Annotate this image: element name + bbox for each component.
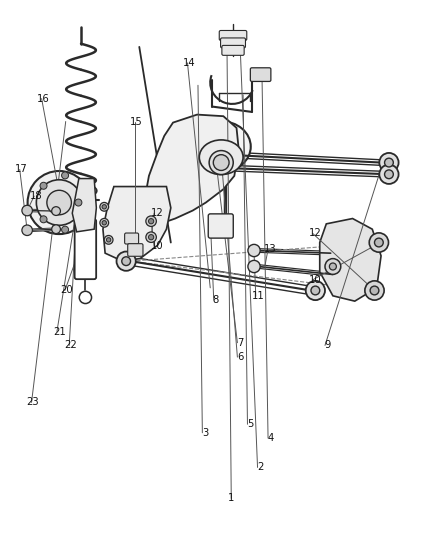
Circle shape	[385, 158, 393, 167]
Text: 8: 8	[212, 295, 219, 305]
FancyBboxPatch shape	[208, 214, 233, 238]
Circle shape	[379, 153, 399, 172]
Circle shape	[47, 190, 71, 215]
Text: 2: 2	[258, 463, 264, 472]
Circle shape	[311, 286, 320, 295]
Circle shape	[102, 205, 106, 209]
Ellipse shape	[199, 140, 243, 175]
Circle shape	[213, 155, 229, 171]
Ellipse shape	[78, 187, 92, 195]
Text: 20: 20	[60, 286, 73, 295]
Text: 12: 12	[309, 229, 322, 238]
Polygon shape	[103, 187, 171, 261]
Polygon shape	[145, 115, 239, 224]
Circle shape	[40, 182, 47, 189]
Circle shape	[36, 180, 82, 225]
Text: 22: 22	[64, 341, 78, 350]
Text: 1: 1	[228, 494, 234, 503]
Text: 3: 3	[202, 428, 208, 438]
Circle shape	[369, 233, 389, 252]
FancyBboxPatch shape	[128, 244, 143, 256]
Circle shape	[75, 199, 82, 206]
Circle shape	[385, 170, 393, 179]
Text: 19: 19	[124, 234, 137, 244]
Circle shape	[22, 205, 32, 216]
Text: 16: 16	[36, 94, 49, 103]
Text: 10: 10	[309, 275, 321, 285]
Circle shape	[365, 281, 384, 300]
Text: 18: 18	[30, 191, 42, 201]
Circle shape	[62, 226, 69, 233]
Circle shape	[374, 238, 383, 247]
Text: 7: 7	[237, 338, 243, 348]
Circle shape	[62, 172, 69, 179]
Ellipse shape	[74, 185, 97, 197]
Ellipse shape	[209, 150, 233, 175]
Text: 5: 5	[247, 419, 254, 429]
FancyBboxPatch shape	[219, 30, 247, 41]
Circle shape	[248, 244, 260, 257]
Circle shape	[104, 236, 113, 244]
Text: 21: 21	[53, 327, 66, 336]
Polygon shape	[320, 219, 381, 301]
Circle shape	[306, 281, 325, 300]
Text: 13: 13	[265, 245, 277, 254]
Circle shape	[106, 238, 111, 242]
Text: 17: 17	[14, 165, 28, 174]
Text: 15: 15	[130, 117, 143, 126]
Ellipse shape	[77, 196, 94, 204]
Circle shape	[40, 216, 47, 223]
Circle shape	[117, 252, 136, 271]
Circle shape	[122, 257, 131, 265]
Circle shape	[248, 260, 260, 273]
FancyBboxPatch shape	[251, 68, 271, 82]
Text: 4: 4	[268, 433, 274, 443]
Circle shape	[329, 263, 336, 270]
FancyBboxPatch shape	[222, 45, 244, 55]
Circle shape	[148, 219, 154, 224]
Circle shape	[102, 221, 106, 225]
Circle shape	[100, 203, 109, 211]
Circle shape	[52, 225, 60, 233]
Text: 6: 6	[237, 352, 243, 362]
FancyBboxPatch shape	[221, 38, 245, 48]
Circle shape	[146, 232, 156, 243]
Text: 10: 10	[151, 241, 163, 251]
Circle shape	[100, 219, 109, 227]
Circle shape	[148, 235, 154, 240]
FancyBboxPatch shape	[125, 233, 138, 244]
FancyBboxPatch shape	[74, 219, 96, 279]
Circle shape	[379, 165, 399, 184]
Circle shape	[146, 216, 156, 227]
Text: 12: 12	[150, 208, 163, 218]
Text: 14: 14	[183, 58, 195, 68]
Ellipse shape	[192, 122, 251, 172]
Text: 23: 23	[27, 398, 39, 407]
Polygon shape	[72, 179, 96, 232]
Circle shape	[28, 171, 91, 234]
Text: 9: 9	[325, 341, 331, 350]
Circle shape	[52, 207, 60, 215]
Circle shape	[325, 259, 341, 274]
Text: 11: 11	[252, 292, 265, 301]
Circle shape	[22, 225, 32, 236]
Circle shape	[370, 286, 379, 295]
